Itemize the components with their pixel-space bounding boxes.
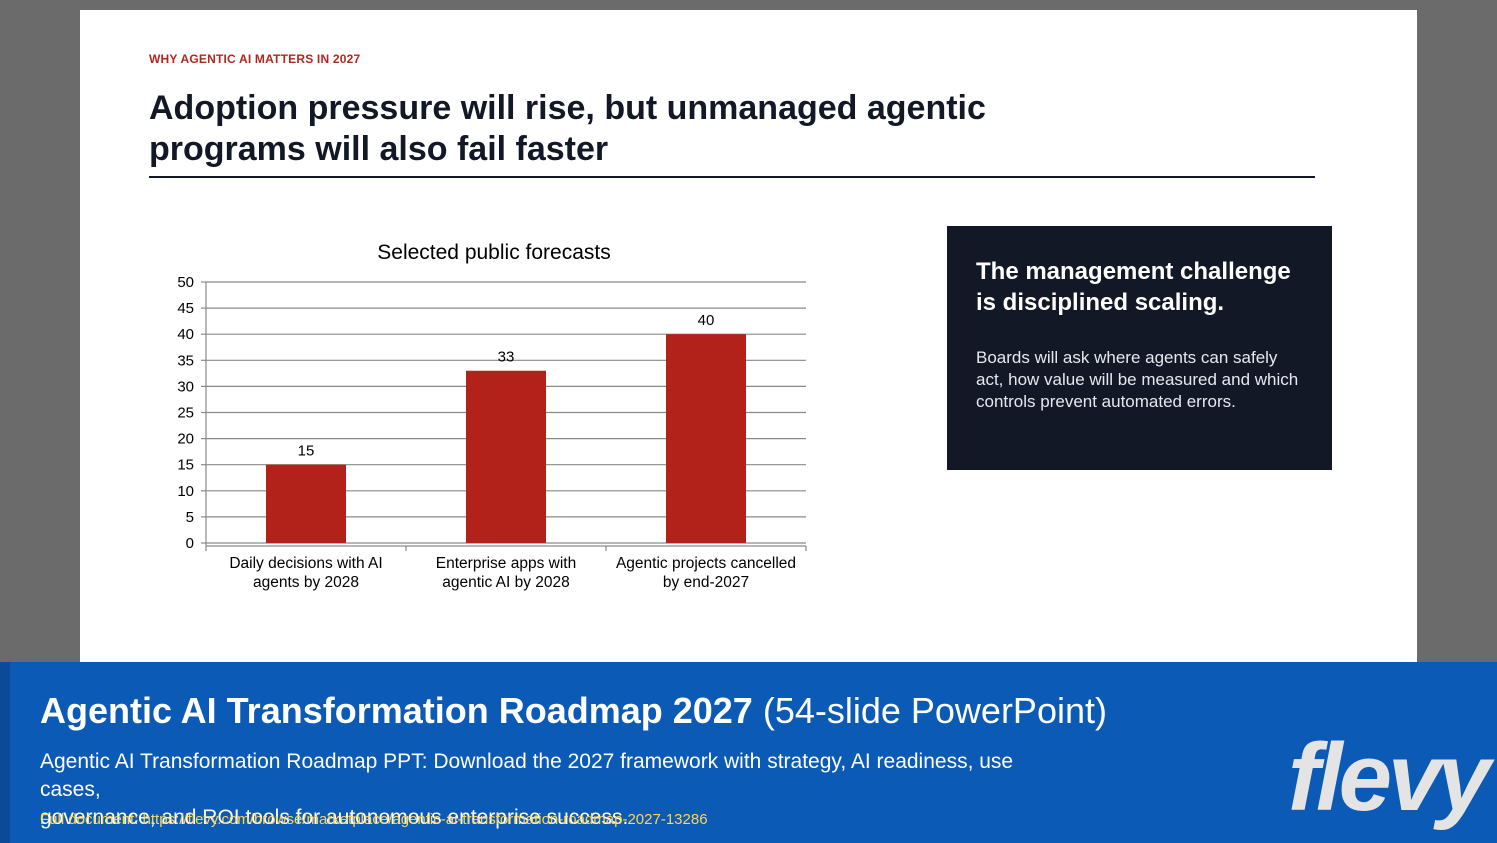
x-tick-label: Enterprise apps with — [436, 555, 576, 572]
banner-desc-line-1: Agentic AI Transformation Roadmap PPT: D… — [40, 750, 1014, 801]
y-tick-label: 45 — [177, 300, 194, 317]
banner-title: Agentic AI Transformation Roadmap 2027 (… — [40, 690, 1240, 732]
banner-desc-line-2: governance, and ROI tools for autonomous… — [40, 806, 629, 829]
data-label: 33 — [498, 349, 515, 366]
x-tick-label: by end-2027 — [663, 574, 749, 591]
banner-description: Agentic AI Transformation Roadmap PPT: D… — [40, 748, 1040, 832]
callout-box: The management challenge is disciplined … — [947, 226, 1332, 470]
slide: WHY AGENTIC AI MATTERS IN 2027 Adoption … — [80, 10, 1417, 662]
bar — [266, 464, 346, 543]
data-label: 15 — [298, 443, 315, 460]
banner-title-bold: Agentic AI Transformation Roadmap 2027 — [40, 690, 753, 731]
callout-body: Boards will ask where agents can safely … — [976, 348, 1299, 411]
banner-title-light: (54-slide PowerPoint) — [752, 690, 1107, 731]
y-tick-label: 40 — [177, 326, 194, 343]
full-document-link[interactable]: Full document: https://flevy.com/browse/… — [40, 811, 708, 828]
banner-accent-strip — [0, 662, 10, 843]
promo-banner: Agentic AI Transformation Roadmap 2027 (… — [0, 662, 1497, 843]
y-tick-label: 10 — [177, 483, 194, 500]
x-tick-label: agents by 2028 — [253, 574, 359, 591]
section-eyebrow: WHY AGENTIC AI MATTERS IN 2027 — [149, 52, 361, 66]
y-tick-label: 50 — [177, 274, 194, 291]
x-tick-label: agentic AI by 2028 — [442, 574, 570, 591]
y-tick-label: 0 — [186, 535, 194, 552]
y-tick-label: 25 — [177, 405, 194, 422]
y-tick-label: 30 — [177, 378, 194, 395]
bar — [666, 334, 746, 543]
bar — [466, 370, 546, 543]
headline-line-1: Adoption pressure will rise, but unmanag… — [149, 89, 986, 127]
headline-line-2: programs will also fail faster — [149, 130, 609, 168]
callout-title: The management challenge is disciplined … — [976, 258, 1291, 316]
x-tick-label: Daily decisions with AI — [229, 555, 382, 572]
chart-title: Selected public forecasts — [377, 241, 610, 264]
slide-headline: Adoption pressure will rise, but unmanag… — [149, 88, 1089, 170]
x-tick-label: Agentic projects cancelled — [616, 555, 796, 572]
y-tick-label: 35 — [177, 352, 194, 369]
data-label: 40 — [698, 312, 715, 329]
y-tick-label: 5 — [186, 509, 194, 526]
y-tick-label: 15 — [177, 457, 194, 474]
headline-divider — [149, 176, 1315, 178]
forecast-bar-chart: Selected public forecasts 0 5 10 15 20 25 30 35 4… — [177, 241, 807, 591]
flevy-logo[interactable]: flevy — [1288, 724, 1491, 831]
y-tick-label: 20 — [177, 431, 194, 448]
